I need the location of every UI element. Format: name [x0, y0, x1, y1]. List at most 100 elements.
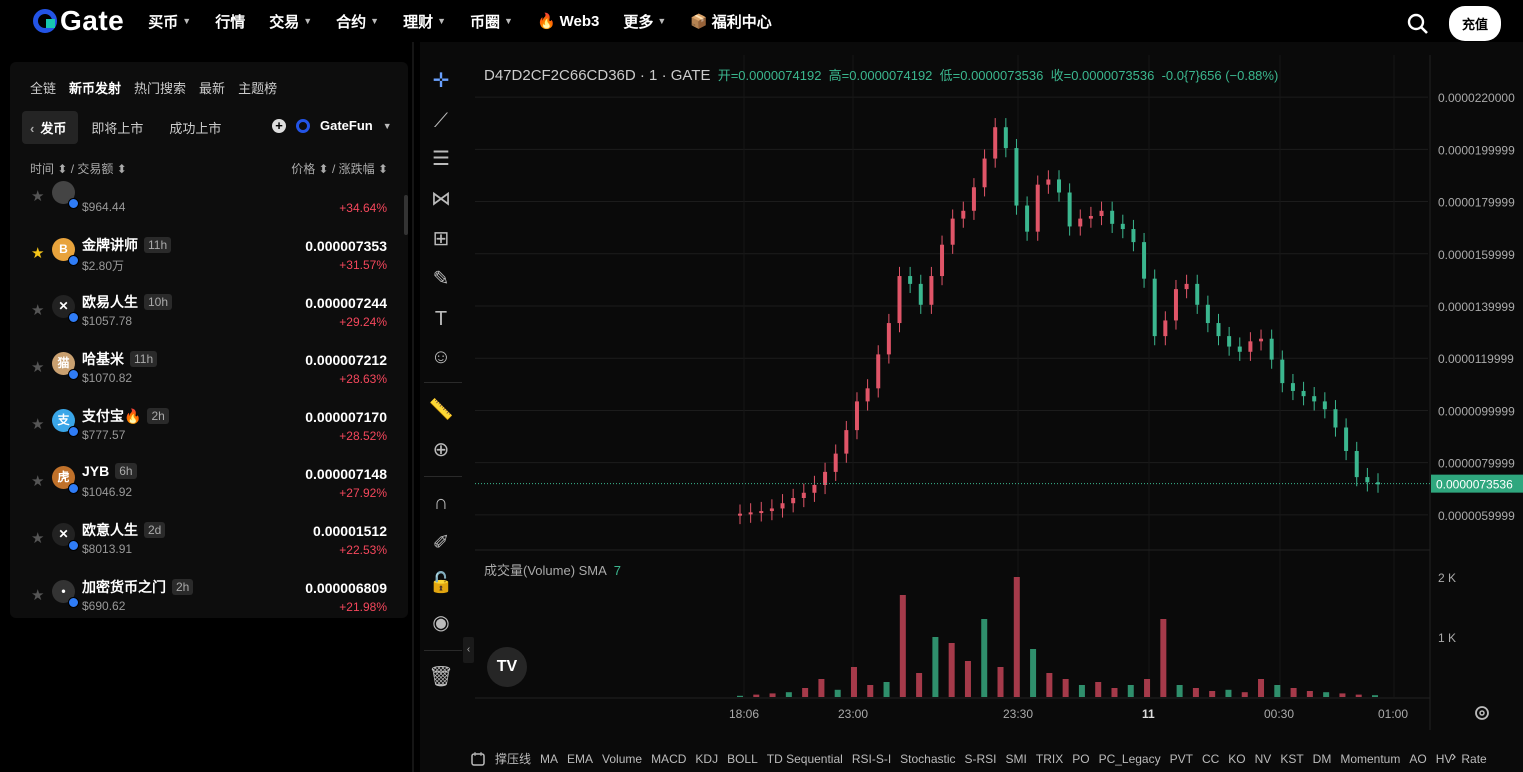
trash-icon[interactable]: 🗑	[428, 666, 454, 688]
collapse-toolbar-button[interactable]: ‹	[463, 637, 474, 663]
favorite-star-icon[interactable]: ★	[31, 359, 45, 376]
favorite-star-icon[interactable]: ★	[31, 473, 45, 490]
indicator-5[interactable]: KDJ	[695, 751, 719, 766]
nav-item-7[interactable]: 更多 ▼	[623, 11, 666, 32]
seg-upcoming[interactable]: 即将上市	[91, 121, 144, 136]
indicator-4[interactable]: MACD	[651, 751, 687, 766]
pattern-icon[interactable]: ⋈	[431, 188, 451, 210]
panel-scrollbar[interactable]	[404, 195, 408, 235]
coin-row[interactable]: ★ • 加密货币之门 2h $690.62 0.000006809 +21.98%	[10, 569, 408, 618]
nav-item-1[interactable]: 行情	[215, 11, 245, 32]
token-name-wrap: 欧意人生 2d	[82, 520, 166, 540]
token-change: +21.98%	[339, 600, 387, 614]
indicator-14[interactable]: PC_Legacy	[1098, 751, 1161, 766]
indicator-24[interactable]: Rate	[1461, 751, 1487, 766]
indicator-11[interactable]: SMI	[1005, 751, 1027, 766]
emoji-icon[interactable]: ☺	[430, 346, 452, 368]
nav-item-5[interactable]: 币圈 ▼	[470, 11, 513, 32]
favorite-star-icon[interactable]: ★	[31, 302, 45, 319]
add-icon[interactable]: +	[272, 118, 286, 133]
nav-item-6[interactable]: 🔥 Web3	[537, 12, 599, 31]
seg-launching[interactable]: ‹ 发币	[22, 111, 79, 144]
chevron-down-icon: ▼	[504, 16, 513, 26]
close-value: 收=0.0000073536	[1050, 68, 1155, 83]
indicator-12[interactable]: TRIX	[1035, 751, 1064, 766]
indicator-17[interactable]: KO	[1228, 751, 1246, 766]
nav-item-0[interactable]: 买币 ▼	[148, 11, 191, 32]
indicator-0[interactable]: 撑压线	[495, 752, 532, 766]
indicator-8[interactable]: RSI-S-I	[851, 751, 892, 766]
indicator-10[interactable]: S-RSI	[964, 751, 997, 766]
indicator-2[interactable]: EMA	[567, 751, 594, 766]
coin-row[interactable]: ★ 虎 JYB 6h $1046.92 0.000007148 +27.92%	[10, 455, 408, 512]
search-icon[interactable]	[1407, 13, 1429, 35]
indicator-1[interactable]: MA	[540, 751, 559, 766]
zoom-in-icon[interactable]: ⊕	[432, 439, 450, 461]
settings-icon[interactable]	[1473, 704, 1491, 722]
platform-selector[interactable]: + GateFun ▼	[272, 118, 392, 133]
seg-listed[interactable]: 成功上市	[169, 121, 222, 136]
chart-symbol[interactable]: D47D2CF2C66CD36D · 1 · GATE	[484, 67, 711, 84]
coin-row[interactable]: ★ ✕ 欧易人生 10h $1057.78 0.000007244 +29.24%	[10, 284, 408, 341]
token-volume: $964.44	[82, 200, 126, 214]
deposit-button[interactable]: 充值	[1448, 6, 1501, 41]
indicator-23[interactable]: HV	[1435, 751, 1453, 766]
chevron-left-icon[interactable]: ‹	[30, 121, 35, 136]
favorite-star-icon[interactable]: ★	[31, 245, 45, 262]
crosshair-icon[interactable]: ✛	[432, 70, 450, 92]
chart-legend: D47D2CF2C66CD36D · 1 · GATE 开=0.00000741…	[484, 65, 1278, 84]
tradingview-logo[interactable]: TV	[487, 647, 527, 687]
sort-time-volume[interactable]: 时间 ⬍ / 交易额 ⬍	[30, 162, 127, 176]
indicator-3[interactable]: Volume	[602, 751, 643, 766]
brush-icon[interactable]: ✎	[432, 268, 450, 290]
indicator-7[interactable]: TD Sequential	[766, 751, 843, 766]
indicator-13[interactable]: PO	[1072, 751, 1090, 766]
indicator-9[interactable]: Stochastic	[900, 751, 956, 766]
text-icon[interactable]: T	[434, 308, 448, 330]
lock-drawing-icon[interactable]: ✐	[432, 532, 450, 554]
calendar-icon[interactable]	[470, 751, 486, 767]
indicator-21[interactable]: Momentum	[1340, 751, 1401, 766]
magnet-icon[interactable]: ∩	[433, 492, 449, 514]
nav-item-8[interactable]: 📦 福利中心	[690, 11, 771, 32]
coin-row[interactable]: ★ ✕ 欧意人生 2d $8013.91 0.00001512 +22.53%	[10, 512, 408, 569]
trendline-icon[interactable]: ⟋	[434, 110, 448, 132]
nav-item-4[interactable]: 理财 ▼	[403, 11, 446, 32]
eye-icon[interactable]: ◉	[432, 612, 450, 634]
coin-row[interactable]: ★ B 金牌讲师 11h $2.80万 0.000007353 +31.57%	[10, 227, 408, 284]
favorite-star-icon[interactable]: ★	[31, 416, 45, 433]
ruler-icon[interactable]: 📏	[428, 399, 454, 421]
sub-tab-0[interactable]: 全链	[30, 81, 57, 96]
token-age: 11h	[144, 237, 172, 253]
gift-box-icon: 📦	[690, 12, 708, 29]
token-volume: $1057.78	[82, 314, 133, 328]
measure-box-icon[interactable]: ⊞	[432, 228, 450, 250]
lock-icon[interactable]: 🔓	[428, 572, 454, 594]
indicator-18[interactable]: NV	[1254, 751, 1272, 766]
sub-tab-1[interactable]: 新币发射	[69, 81, 122, 96]
indicator-15[interactable]: PVT	[1169, 751, 1193, 766]
indicator-bar-next-icon[interactable]: ›	[1451, 748, 1457, 765]
coin-row[interactable]: ★ $964.44 +34.64%	[10, 170, 408, 227]
sort-price-change[interactable]: 价格 ⬍ / 涨跌幅 ⬍	[291, 162, 388, 176]
indicator-16[interactable]: CC	[1201, 751, 1220, 766]
sub-tab-4[interactable]: 主题榜	[238, 81, 278, 96]
indicator-19[interactable]: KST	[1280, 751, 1304, 766]
nav-item-2[interactable]: 交易 ▼	[269, 11, 312, 32]
chart-area[interactable]	[420, 42, 1523, 772]
indicator-6[interactable]: BOLL	[727, 751, 758, 766]
panel-divider[interactable]	[412, 42, 414, 772]
coin-row[interactable]: ★ 猫哈基米 11h $1070.82 0.000007212 +28.63%	[10, 341, 408, 398]
favorite-star-icon[interactable]: ★	[31, 587, 45, 604]
favorite-star-icon[interactable]: ★	[31, 188, 45, 205]
sub-tab-3[interactable]: 最新	[199, 81, 226, 96]
nav-item-3[interactable]: 合约 ▼	[336, 11, 379, 32]
sub-tab-2[interactable]: 热门搜索	[134, 81, 187, 96]
fib-lines-icon[interactable]: ☰	[432, 148, 450, 170]
favorite-star-icon[interactable]: ★	[31, 530, 45, 547]
gate-logo[interactable]: Gate	[33, 5, 124, 37]
indicator-20[interactable]: DM	[1312, 751, 1332, 766]
coin-row[interactable]: ★ 支支付宝🔥 2h $777.57 0.000007170 +28.52%	[10, 398, 408, 455]
indicator-22[interactable]: AO	[1409, 751, 1427, 766]
token-name-wrap: 支付宝🔥 2h	[82, 406, 169, 426]
